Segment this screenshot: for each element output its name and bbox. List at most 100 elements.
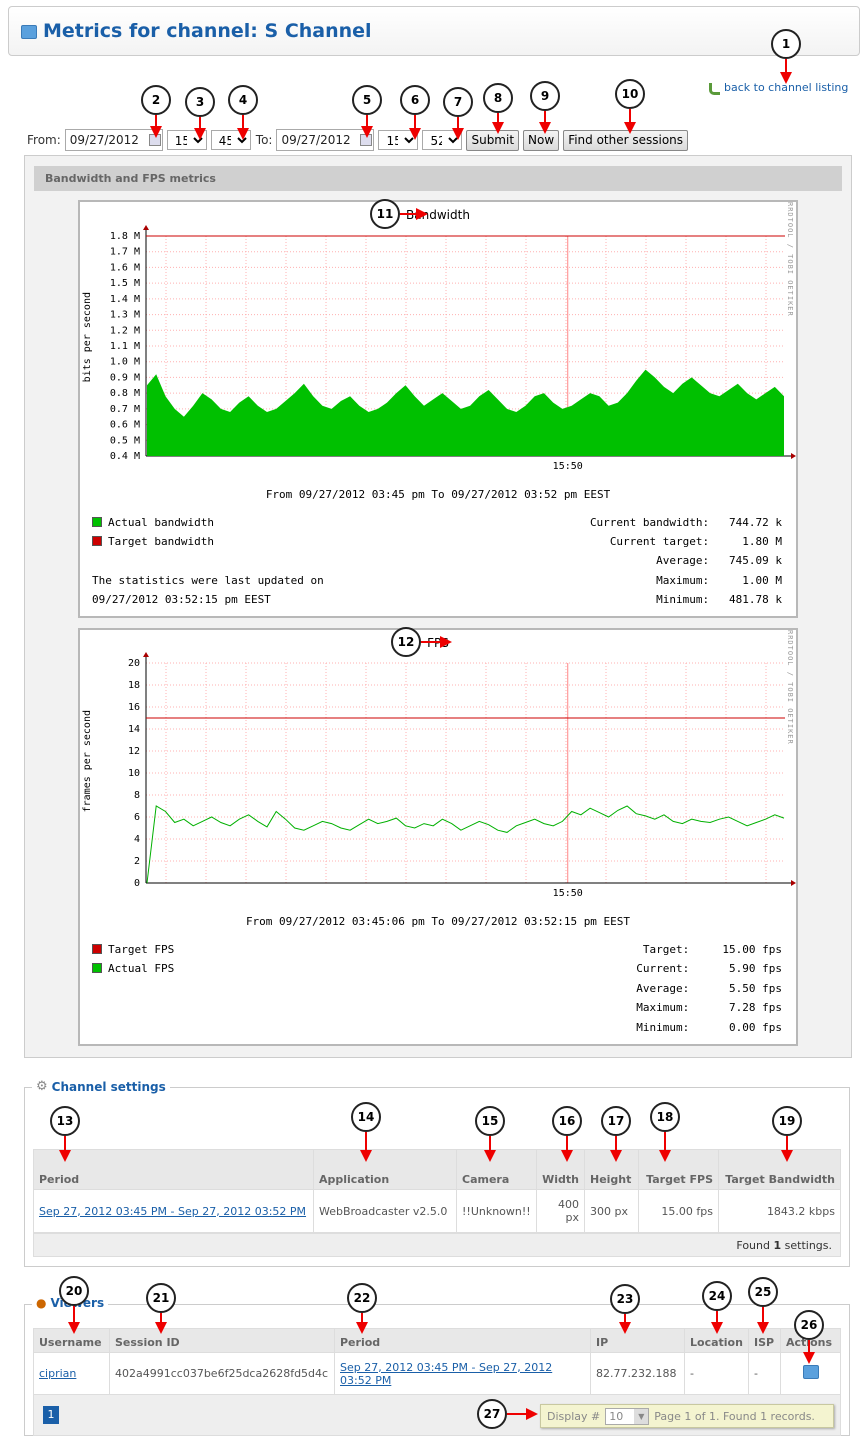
page-1-button[interactable]: 1 [43, 1406, 59, 1424]
channel-settings-table: Period Application Camera Width Height T… [33, 1149, 841, 1233]
submit-button[interactable]: Submit [466, 129, 520, 151]
callout-arrow-head [361, 126, 373, 138]
cell-target-bandwidth: 1843.2 kbps [718, 1189, 841, 1233]
col-target-bandwidth[interactable]: Target Bandwidth [718, 1149, 841, 1190]
callout-arrow-stem [199, 117, 201, 128]
callout-arrow-stem [361, 1313, 363, 1322]
callout-18: 18 [650, 1102, 680, 1132]
legend-actual-fps-label: Actual FPS [108, 962, 175, 975]
to-hour-select[interactable]: 15 [378, 130, 419, 150]
col-application[interactable]: Application [313, 1149, 457, 1190]
cell-period[interactable]: Sep 27, 2012 03:45 PM - Sep 27, 2012 03:… [33, 1189, 314, 1233]
cell-period[interactable]: Sep 27, 2012 03:45 PM - Sep 27, 2012 03:… [334, 1352, 591, 1395]
channel-settings-title-wrap: ⚙ Channel settings [32, 1079, 170, 1094]
y-tick-label: 1.0 M [110, 357, 140, 368]
cell-camera: !!Unknown!! [456, 1189, 537, 1233]
legend-green-swatch [92, 963, 102, 973]
callout-arrow-stem [507, 1413, 526, 1415]
callout-arrow-stem [566, 1136, 568, 1150]
viewer-period-link[interactable]: Sep 27, 2012 03:45 PM - Sep 27, 2012 03:… [340, 1360, 553, 1387]
callout-arrow-stem [400, 213, 416, 215]
chevron-down-icon: ▼ [634, 1408, 649, 1424]
callout-arrow-stem [624, 1314, 626, 1322]
col-period[interactable]: Period [33, 1149, 314, 1190]
callout-arrow-stem [808, 1340, 810, 1352]
stat-target: Target: 15.00 fps [642, 943, 782, 956]
stat-current-bandwidth: Current bandwidth: 744.72 k [589, 516, 782, 529]
callout-14: 14 [351, 1102, 381, 1132]
y-tick-label: 0.9 M [110, 372, 140, 383]
period-link[interactable]: Sep 27, 2012 03:45 PM - Sep 27, 2012 03:… [39, 1204, 307, 1218]
callout-arrow-head [237, 128, 249, 140]
page-title: Metrics for channel: S Channel [43, 20, 372, 42]
display-count-value: 10 [609, 1409, 624, 1423]
metrics-section-header: Bandwidth and FPS metrics [34, 166, 842, 191]
page-header: Metrics for channel: S Channel [8, 6, 860, 56]
bandwidth-range-text: From 09/27/2012 03:45 pm To 09/27/2012 0… [265, 488, 611, 501]
cell-ip: 82.77.232.188 [590, 1352, 685, 1395]
y-tick-label: 1.3 M [110, 310, 140, 321]
col-period[interactable]: Period [334, 1328, 591, 1353]
x-axis-arrow [791, 453, 796, 459]
col-camera[interactable]: Camera [456, 1149, 537, 1190]
pagination-info: Display # 10 ▼ Page 1 of 1. Found 1 recor… [540, 1404, 834, 1428]
table-row: Sep 27, 2012 03:45 PM - Sep 27, 2012 03:… [33, 1189, 841, 1233]
callout-arrow-stem [497, 113, 499, 122]
col-ip[interactable]: IP [590, 1328, 685, 1353]
settings-found-bar: Found 1 settings. [33, 1233, 841, 1257]
col-width[interactable]: Width [536, 1149, 585, 1190]
callout-21: 21 [146, 1283, 176, 1313]
channel-settings-panel [24, 1087, 850, 1267]
y-tick-label: 1.8 M [110, 231, 140, 242]
series-actual-fps [146, 805, 785, 884]
to-label: To: [255, 133, 273, 147]
callout-arrow-head [780, 72, 792, 84]
callout-13: 13 [50, 1106, 80, 1136]
username-link[interactable]: ciprian [39, 1367, 77, 1380]
cell-height: 300 px [584, 1189, 639, 1233]
cell-username[interactable]: ciprian [33, 1352, 110, 1395]
legend-target-bandwidth-label: Target bandwidth [108, 535, 214, 548]
callout-arrow-stem [457, 117, 459, 128]
y-tick-label: 0 [134, 878, 140, 889]
x-tick-label: 15:50 [553, 888, 583, 899]
view-metrics-icon[interactable] [802, 1365, 819, 1379]
updated-text-2: 09/27/2012 03:52:15 pm EEST [92, 593, 271, 606]
legend-target-fps: Target FPS [92, 943, 174, 956]
callout-7: 7 [443, 87, 473, 117]
date-filter-form: From: 15 45 To: 15 52 Submit Now Find ot… [27, 128, 689, 152]
col-actions: Actions [780, 1328, 841, 1353]
callout-19: 19 [772, 1106, 802, 1136]
callout-arrow-stem [242, 115, 244, 128]
found-count: 1 [773, 1239, 782, 1252]
legend-target-fps-label: Target FPS [108, 943, 175, 956]
stat-current: Current: 5.90 fps [636, 962, 782, 975]
y-tick-label: 8 [134, 790, 140, 801]
callout-arrow-stem [414, 115, 416, 128]
col-target-fps[interactable]: Target FPS [638, 1149, 719, 1190]
stat-current-target: Current target: 1.80 M [609, 535, 782, 548]
back-to-channel-listing-link[interactable]: back to channel listing [724, 81, 849, 94]
display-count-select[interactable]: 10 ▼ [605, 1407, 650, 1425]
col-session-id[interactable]: Session ID [109, 1328, 335, 1353]
callout-arrow-stem [64, 1136, 66, 1150]
page-info-text: Page 1 of 1. Found 1 records. [654, 1409, 815, 1423]
from-date-input[interactable] [64, 129, 163, 151]
y-tick-label: 1.7 M [110, 247, 140, 258]
callout-arrow-head [194, 128, 206, 140]
callout-26: 26 [794, 1310, 824, 1340]
callout-11: 11 [370, 199, 400, 229]
channel-settings-title: Channel settings [51, 1079, 166, 1094]
callout-arrow-head [68, 1322, 80, 1334]
callout-arrow-head [711, 1322, 723, 1334]
fps-plot: 0 2 4 6 8 10 12 14 16 18 20 15:50 [128, 652, 796, 899]
back-link-wrap[interactable]: back to channel listing [706, 81, 849, 95]
callout-arrow-stem [160, 1313, 162, 1322]
legend-target-bandwidth: Target bandwidth [92, 535, 214, 548]
user-icon: ● [36, 1296, 47, 1310]
callout-arrow-head [484, 1150, 496, 1162]
x-tick-label: 15:50 [553, 461, 583, 472]
to-date-input[interactable] [276, 129, 375, 151]
y-tick-label: 4 [134, 834, 140, 845]
table-row: ciprian 402a4991cc037be6f25dca2628fd5d4c… [33, 1352, 841, 1395]
